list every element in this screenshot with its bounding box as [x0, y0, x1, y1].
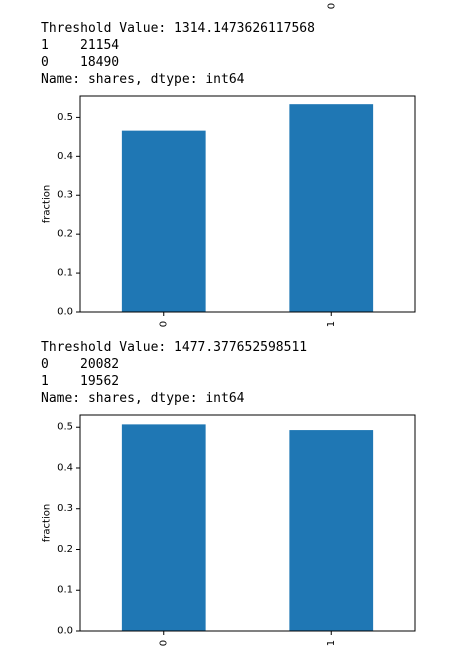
y-tick-label: 0.5	[57, 422, 73, 433]
bar-1	[289, 104, 374, 312]
x-tick-label: 0	[158, 640, 169, 646]
stdout-output-1: Threshold Value: 1314.1473626117568 1 2115…	[41, 20, 315, 88]
y-axis-label: fraction	[42, 504, 53, 542]
stdout-output-2: Threshold Value: 1477.377652598511 0 20082…	[41, 339, 307, 407]
bar-0	[121, 130, 206, 312]
y-tick-label: 0.4	[57, 151, 73, 162]
bar-chart-2: 0.0 0.1 0.2 0.3 0.4 0.5 0 1 fraction	[42, 414, 416, 646]
y-tick-label: 0.4	[57, 462, 73, 473]
x-tick-label: 1	[326, 640, 337, 646]
value-count-value: 20082	[80, 357, 120, 372]
bar-1	[289, 430, 374, 631]
value-count-index: 1	[41, 374, 49, 389]
value-count-row: 1 19562	[41, 373, 307, 390]
y-tick-label: 0.0	[57, 307, 73, 318]
y-tick-label: 0.0	[57, 626, 73, 637]
bar-0	[121, 424, 206, 631]
plot-frame	[79, 95, 416, 313]
y-axis-label: fraction	[42, 185, 53, 223]
y-tick-label: 0.3	[57, 190, 73, 201]
threshold-value-line: Threshold Value: 1314.1473626117568	[41, 21, 315, 36]
y-tick-label: 0.1	[57, 268, 73, 279]
value-count-value: 18490	[80, 55, 120, 70]
value-count-value: 21154	[80, 38, 120, 53]
value-count-index: 1	[41, 38, 49, 53]
y-tick-label: 0.2	[57, 229, 73, 240]
bar-chart-1: 0.0 0.1 0.2 0.3 0.4 0.5 0 1 fraction	[42, 95, 416, 327]
previous-chart-fragment: 0	[327, 3, 338, 9]
series-name-line: Name: shares, dtype: int64	[41, 72, 245, 87]
value-count-index: 0	[41, 55, 49, 70]
threshold-value-line: Threshold Value: 1477.377652598511	[41, 340, 308, 355]
value-count-row: 1 21154	[41, 37, 315, 54]
value-count-value: 19562	[80, 374, 120, 389]
plot-frame	[79, 414, 416, 632]
previous-chart-tick-label: 0	[327, 3, 338, 9]
y-tick-label: 0.1	[57, 585, 73, 596]
value-count-row: 0 18490	[41, 54, 315, 71]
x-tick-label: 1	[326, 321, 337, 327]
y-tick-label: 0.2	[57, 544, 73, 555]
series-name-line: Name: shares, dtype: int64	[41, 391, 245, 406]
y-tick-label: 0.5	[57, 112, 73, 123]
x-tick-label: 0	[158, 321, 169, 327]
value-count-index: 0	[41, 357, 49, 372]
value-count-row: 0 20082	[41, 356, 307, 373]
y-tick-label: 0.3	[57, 503, 73, 514]
